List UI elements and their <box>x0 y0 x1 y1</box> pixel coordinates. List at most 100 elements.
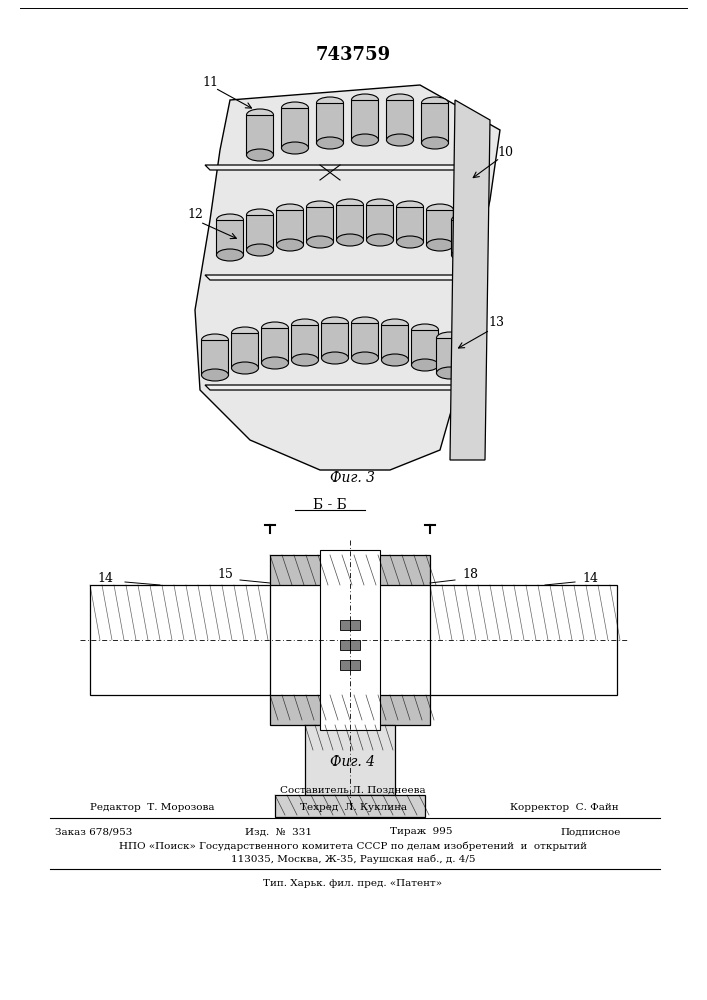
Polygon shape <box>320 550 380 730</box>
Ellipse shape <box>351 317 378 329</box>
Text: Составитель Л. Позднеева: Составитель Л. Позднеева <box>280 786 426 794</box>
Polygon shape <box>397 207 423 242</box>
Polygon shape <box>436 338 464 373</box>
Polygon shape <box>275 795 425 817</box>
Ellipse shape <box>322 317 349 329</box>
Polygon shape <box>350 620 360 630</box>
Text: 113035, Москва, Ж-35, Раушская наб., д. 4/5: 113035, Москва, Ж-35, Раушская наб., д. … <box>230 854 475 864</box>
Ellipse shape <box>397 201 423 213</box>
Polygon shape <box>337 205 363 240</box>
Ellipse shape <box>411 324 438 336</box>
Polygon shape <box>426 210 453 245</box>
Polygon shape <box>452 220 479 255</box>
Ellipse shape <box>366 234 394 246</box>
Polygon shape <box>90 585 270 695</box>
Ellipse shape <box>426 204 453 216</box>
Ellipse shape <box>411 359 438 371</box>
Text: 15: 15 <box>217 568 233 582</box>
Polygon shape <box>322 323 349 358</box>
Text: Корректор  С. Файн: Корректор С. Файн <box>510 804 619 812</box>
Ellipse shape <box>426 239 453 251</box>
Ellipse shape <box>247 149 274 161</box>
Ellipse shape <box>351 134 378 146</box>
Polygon shape <box>205 275 475 280</box>
Ellipse shape <box>382 319 409 331</box>
Ellipse shape <box>387 134 414 146</box>
Text: Заказ 678/953: Заказ 678/953 <box>55 828 132 836</box>
Ellipse shape <box>387 94 414 106</box>
Text: Тип. Харьк. фил. пред. «Патент»: Тип. Харьк. фил. пред. «Патент» <box>264 879 443 888</box>
Polygon shape <box>231 333 259 368</box>
Polygon shape <box>305 725 395 795</box>
Polygon shape <box>340 620 350 630</box>
Polygon shape <box>411 330 438 365</box>
Text: 12: 12 <box>187 209 203 222</box>
Ellipse shape <box>452 249 479 261</box>
Polygon shape <box>350 660 360 670</box>
Text: НПО «Поиск» Государственного комитета СССР по делам изобретений  и  открытий: НПО «Поиск» Государственного комитета СС… <box>119 841 587 851</box>
Ellipse shape <box>247 244 274 256</box>
Polygon shape <box>317 103 344 143</box>
Polygon shape <box>340 640 350 650</box>
Ellipse shape <box>276 239 303 251</box>
Polygon shape <box>247 215 274 250</box>
Polygon shape <box>340 660 350 670</box>
Text: 18: 18 <box>462 568 478 582</box>
Ellipse shape <box>317 137 344 149</box>
Text: 13: 13 <box>488 316 504 330</box>
Polygon shape <box>270 555 430 585</box>
Ellipse shape <box>201 369 228 381</box>
Ellipse shape <box>231 362 259 374</box>
Ellipse shape <box>281 102 308 114</box>
Ellipse shape <box>452 214 479 226</box>
Text: Фиг. 4: Фиг. 4 <box>330 755 375 769</box>
Polygon shape <box>201 340 228 375</box>
Ellipse shape <box>366 199 394 211</box>
Ellipse shape <box>351 94 378 106</box>
Ellipse shape <box>247 109 274 121</box>
Ellipse shape <box>322 352 349 364</box>
Polygon shape <box>366 205 394 240</box>
Polygon shape <box>382 325 409 360</box>
Ellipse shape <box>307 201 334 213</box>
Text: Б - Б: Б - Б <box>313 498 347 512</box>
Polygon shape <box>276 210 303 245</box>
Ellipse shape <box>317 97 344 109</box>
Ellipse shape <box>397 236 423 248</box>
Polygon shape <box>195 85 500 470</box>
Ellipse shape <box>291 319 318 331</box>
Ellipse shape <box>262 322 288 334</box>
Ellipse shape <box>351 352 378 364</box>
Text: Изд.  №  331: Изд. № 331 <box>245 828 312 836</box>
Ellipse shape <box>201 334 228 346</box>
Ellipse shape <box>262 357 288 369</box>
Ellipse shape <box>281 142 308 154</box>
Polygon shape <box>262 328 288 363</box>
Polygon shape <box>430 585 617 695</box>
Ellipse shape <box>436 332 464 344</box>
Polygon shape <box>450 100 490 460</box>
Polygon shape <box>205 165 475 170</box>
Ellipse shape <box>421 97 448 109</box>
Ellipse shape <box>337 199 363 211</box>
Ellipse shape <box>382 354 409 366</box>
Text: Подписное: Подписное <box>560 828 620 836</box>
Polygon shape <box>270 695 430 725</box>
Ellipse shape <box>291 354 318 366</box>
Text: 11: 11 <box>202 76 218 89</box>
Text: 743759: 743759 <box>315 46 390 64</box>
Text: 10: 10 <box>497 145 513 158</box>
Ellipse shape <box>247 209 274 221</box>
Polygon shape <box>350 640 360 650</box>
Ellipse shape <box>421 137 448 149</box>
Ellipse shape <box>337 234 363 246</box>
Ellipse shape <box>231 327 259 339</box>
Text: 14: 14 <box>97 572 113 584</box>
Ellipse shape <box>216 249 243 261</box>
Text: Фиг. 3: Фиг. 3 <box>330 471 375 485</box>
Polygon shape <box>281 108 308 148</box>
Ellipse shape <box>436 367 464 379</box>
Ellipse shape <box>307 236 334 248</box>
Polygon shape <box>216 220 243 255</box>
Text: Редактор  Т. Морозова: Редактор Т. Морозова <box>90 804 214 812</box>
